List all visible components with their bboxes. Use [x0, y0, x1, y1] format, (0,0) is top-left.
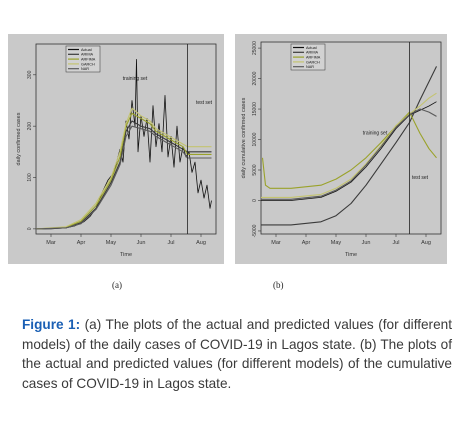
series-line-nar: [36, 125, 212, 230]
legend-entry-label: ARFIMA: [306, 56, 321, 60]
x-tick-label: Apr: [302, 240, 311, 246]
caption-lead: Figure 1:: [22, 317, 81, 332]
x-tick-label: May: [106, 240, 117, 246]
series-line-garch: [261, 92, 437, 198]
y-tick-label: 200: [27, 122, 33, 131]
x-tick-label: Jun: [362, 240, 371, 246]
x-tick-label: Mar: [271, 240, 281, 246]
x-axis-label: Time: [120, 252, 132, 258]
caption-text: (a) The plots of the actual and predicte…: [22, 317, 452, 391]
legend-entry-label: NAR: [81, 67, 89, 71]
y-tick-label: 25000: [252, 41, 258, 55]
series-line-garch: [36, 107, 212, 230]
figure-panel-a: Mar Apr May Jun Jul Aug 0 100 200 300 Time daily co…: [8, 34, 224, 264]
annotation-label: training set: [123, 76, 148, 82]
annotation-label: training set: [363, 131, 388, 137]
panel-label-a: (a): [112, 280, 122, 290]
series-line-arfima: [36, 112, 212, 230]
x-tick-label: Mar: [46, 240, 56, 246]
series-line-nar: [261, 108, 437, 200]
chart-daily-cases: Mar Apr May Jun Jul Aug 0 100 200 300 Time daily co…: [16, 43, 217, 258]
legend-entry-label: ARIMA: [81, 53, 93, 57]
legend-entry-label: NAR: [306, 65, 314, 69]
annotation-label: test set: [196, 100, 213, 106]
plot-frame: [35, 43, 217, 235]
x-tick-label: Jul: [392, 240, 399, 246]
x-axis-label: Time: [345, 252, 357, 258]
x-tick-label: Aug: [421, 240, 431, 246]
series-group: [36, 58, 212, 230]
y-axis-label: daily cumulative confirmed cases: [241, 97, 247, 178]
y-tick-label: 10000: [252, 132, 258, 146]
y-tick-label: 20000: [252, 71, 258, 85]
legend-entry-label: ARFIMA: [81, 58, 96, 62]
panel-label-b: (b): [273, 280, 284, 290]
x-tick-label: Aug: [196, 240, 206, 246]
legend-entry-label: Actual: [81, 48, 92, 52]
x-tick-label: Jul: [167, 240, 174, 246]
series-line-arima: [261, 66, 437, 226]
y-tick-label: 15000: [252, 102, 258, 116]
plot-frame: [260, 41, 442, 235]
y-tick-label: -5000: [252, 224, 258, 237]
legend-entry-label: Actual: [306, 46, 317, 50]
series-group: [261, 66, 437, 226]
y-tick-label: 300: [27, 70, 33, 79]
figure-caption: Figure 1: (a) The plots of the actual an…: [22, 315, 452, 393]
x-tick-label: Jun: [137, 240, 146, 246]
x-tick-label: Apr: [77, 240, 86, 246]
chart-cumulative-cases: Mar Apr May Jun Jul Aug -5000 0 5000 10000 15000 20…: [241, 41, 442, 258]
series-line-arima: [36, 120, 212, 230]
legend-entry-label: ARIMA: [306, 51, 318, 55]
legend-entry-label: GARCH: [306, 60, 320, 64]
y-tick-label: 5000: [252, 164, 258, 175]
legend-entry-label: GARCH: [81, 62, 95, 66]
figure-panel-b: Mar Apr May Jun Jul Aug -5000 0 5000 10000 15000 20…: [235, 34, 447, 264]
series-line-arfima: [261, 111, 437, 189]
y-axis-label: daily confirmed cases: [16, 112, 22, 165]
y-tick-label: 0: [252, 199, 258, 202]
annotation-label: test set: [412, 175, 429, 181]
y-tick-label: 0: [27, 227, 33, 230]
series-line-actual: [261, 101, 437, 201]
x-tick-label: May: [331, 240, 342, 246]
y-tick-label: 100: [27, 173, 33, 182]
